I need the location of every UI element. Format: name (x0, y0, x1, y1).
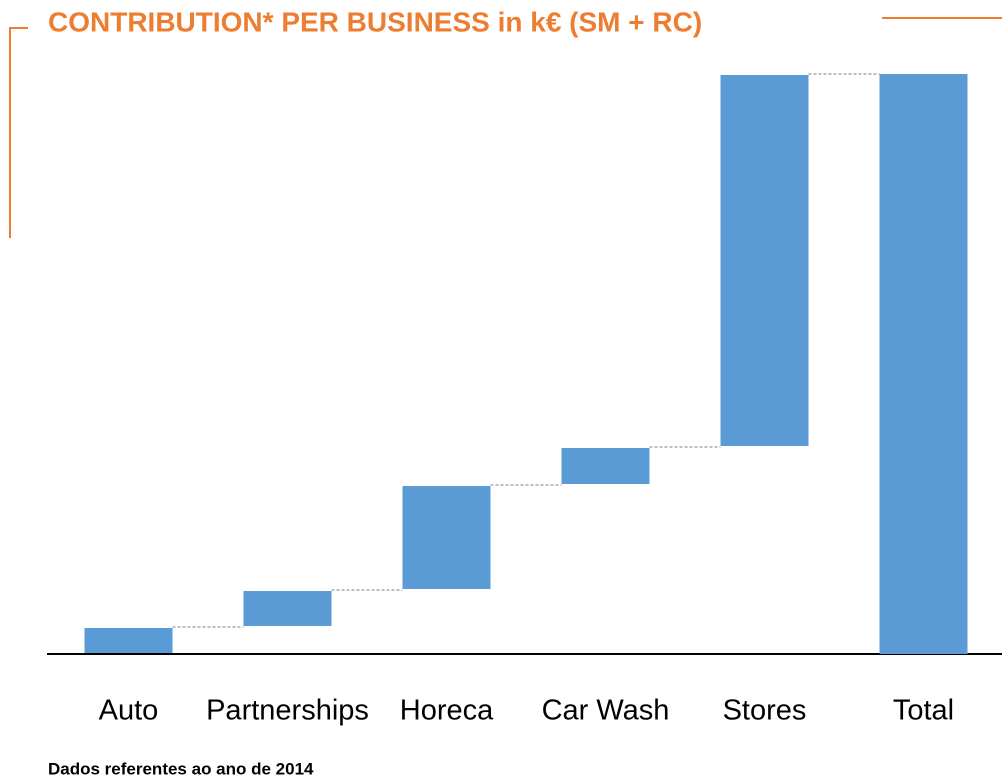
x-tick-label: Stores (723, 695, 807, 727)
chart-title: CONTRIBUTION* PER BUSINESS in k€ (SM + R… (48, 6, 702, 37)
bar (243, 591, 332, 626)
x-tick-label: Partnerships (206, 695, 369, 727)
x-tick-label: Car Wash (542, 695, 670, 727)
bar (402, 486, 491, 589)
x-tick-label: Total (893, 695, 954, 727)
footnote: Dados referentes ao ano de 2014 (48, 759, 314, 778)
frame-left (9, 27, 28, 238)
x-tick-label: Auto (99, 695, 159, 727)
bar (720, 75, 809, 446)
x-tick-label: Horeca (400, 695, 494, 727)
bar (561, 448, 650, 484)
bar (84, 628, 173, 653)
bar (879, 74, 968, 654)
